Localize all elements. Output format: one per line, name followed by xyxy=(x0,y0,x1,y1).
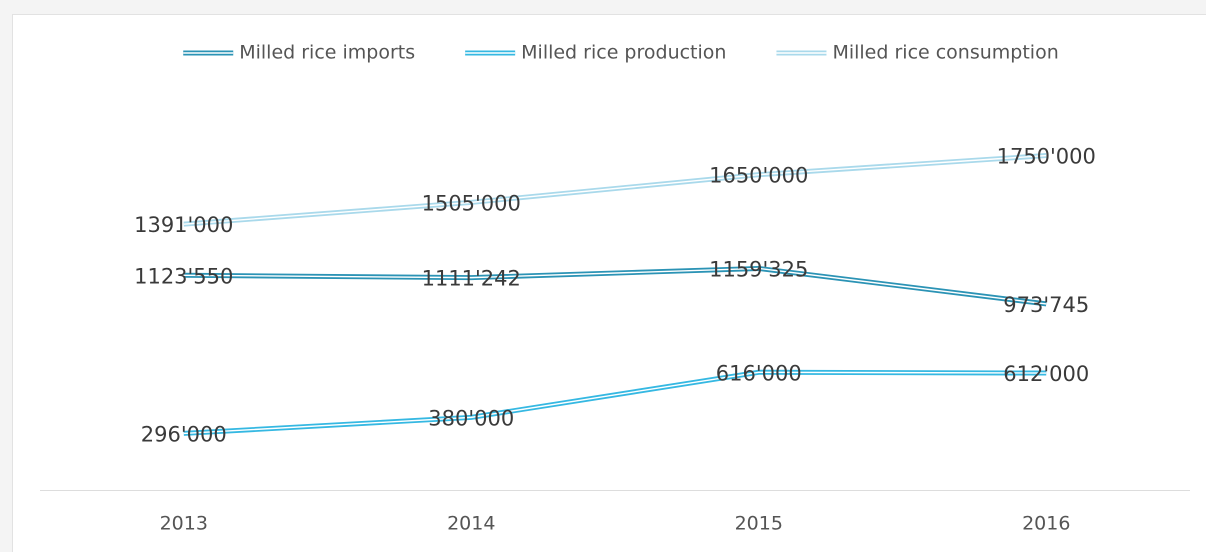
legend-label: Milled rice production xyxy=(521,42,726,64)
data-label: 616'000 xyxy=(716,361,802,385)
line-inner xyxy=(183,267,1047,305)
data-label: 973'745 xyxy=(1003,293,1089,317)
data-label: 1505'000 xyxy=(422,191,521,215)
legend-label: Milled rice imports xyxy=(239,42,415,64)
legend: Milled rice imports Milled rice productio… xyxy=(183,42,1059,64)
data-label: 612'000 xyxy=(1003,362,1089,386)
card xyxy=(12,14,1206,552)
x-tick-label: 2016 xyxy=(1022,513,1070,535)
data-label: 380'000 xyxy=(428,406,514,430)
data-label: 1650'000 xyxy=(709,164,808,188)
data-label: 1159'325 xyxy=(709,257,808,281)
data-label: 1391'000 xyxy=(134,213,233,237)
data-label: 296'000 xyxy=(141,422,227,446)
data-label: 1750'000 xyxy=(997,145,1096,169)
x-tick-label: 2015 xyxy=(735,513,783,535)
data-label: 1123'550 xyxy=(134,264,233,288)
line-inner xyxy=(183,371,1047,435)
x-tick-label: 2013 xyxy=(160,513,208,535)
x-tick-label: 2014 xyxy=(447,513,495,535)
line-inner xyxy=(183,154,1047,225)
data-label: 1111'242 xyxy=(422,267,521,291)
legend-label: Milled rice consumption xyxy=(832,42,1058,64)
